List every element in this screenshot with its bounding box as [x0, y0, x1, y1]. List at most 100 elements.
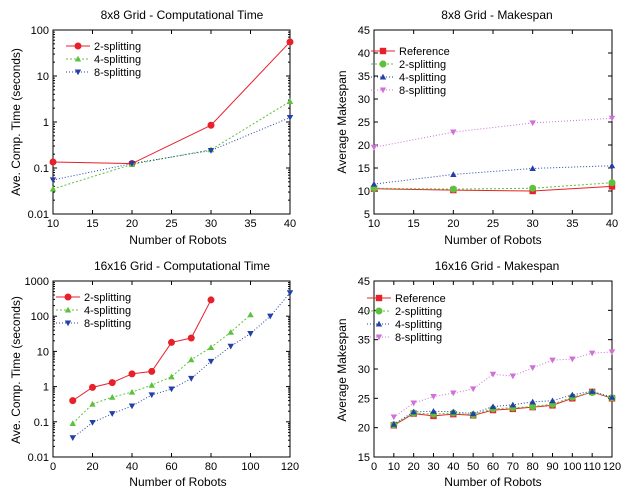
- x-tick-label: 40: [447, 461, 459, 473]
- data-point: [69, 435, 76, 442]
- y-tick-label: 1: [43, 382, 49, 394]
- x-tick-label: 40: [606, 218, 618, 230]
- data-point: [549, 397, 556, 404]
- y-tick-label: 1000: [25, 276, 49, 288]
- legend-label: Reference: [395, 293, 446, 305]
- panel-8x8-makespan: 8x8 Grid - Makespan Average Makespan Num…: [335, 8, 618, 247]
- data-point: [69, 420, 76, 426]
- data-point: [608, 349, 616, 356]
- chart-title: 16x16 Grid - Makespan: [435, 259, 560, 273]
- legend-label: 8-splitting: [84, 318, 131, 330]
- y-tick-label: 10: [358, 186, 370, 198]
- x-axis-label: Number of Robots: [444, 475, 541, 489]
- legend-label: 8-splitting: [94, 67, 141, 79]
- x-tick-label: 100: [563, 461, 581, 473]
- data-point: [370, 180, 378, 187]
- y-axis-label: Ave. Comp. Time (seconds): [9, 296, 23, 444]
- x-tick-label: 10: [388, 461, 400, 473]
- x-axis-label: Number of Robots: [444, 233, 541, 247]
- y-tick-label: 0.1: [34, 417, 49, 429]
- y-tick-label: 35: [358, 71, 370, 83]
- y-tick-label: 15: [358, 163, 370, 175]
- x-tick-label: 0: [371, 461, 377, 473]
- y-tick-label: 15: [358, 452, 370, 464]
- y-tick-label: 10: [37, 71, 49, 83]
- x-tick-label: 30: [427, 461, 439, 473]
- x-tick-label: 30: [205, 218, 217, 230]
- x-tick-label: 100: [241, 461, 259, 473]
- data-point: [227, 343, 234, 350]
- legend-marker: [379, 60, 387, 68]
- y-tick-label: 1: [43, 117, 49, 129]
- x-tick-label: 0: [50, 461, 56, 473]
- legend-marker: [64, 306, 72, 313]
- legend-marker: [64, 320, 72, 327]
- x-axis-label: Number of Robots: [129, 475, 226, 489]
- data-point: [168, 386, 175, 393]
- plot-frame: [52, 29, 291, 215]
- x-axis-label: Number of Robots: [129, 233, 226, 247]
- legend-label: 8-splitting: [395, 332, 442, 344]
- legend-marker: [379, 47, 387, 55]
- data-point: [128, 160, 136, 167]
- data-point: [569, 356, 576, 363]
- x-tick-label: 70: [507, 461, 519, 473]
- data-point: [509, 373, 517, 380]
- x-tick-label: 25: [487, 218, 499, 230]
- data-point: [286, 98, 294, 104]
- x-tick-label: 10: [47, 218, 59, 230]
- x-tick-label: 35: [566, 218, 578, 230]
- legend-marker: [375, 320, 383, 327]
- x-tick-label: 35: [244, 218, 256, 230]
- y-tick-label: 0.1: [34, 163, 49, 175]
- legend-marker: [74, 69, 82, 76]
- legend-label: 2-splitting: [395, 306, 442, 318]
- data-point: [188, 356, 195, 363]
- x-tick-label: 20: [408, 461, 420, 473]
- data-point: [89, 383, 96, 391]
- data-point: [148, 381, 155, 388]
- legend-marker: [64, 293, 72, 301]
- series-line: [393, 351, 613, 418]
- data-point: [148, 392, 155, 399]
- data-point: [370, 144, 378, 151]
- data-point: [608, 162, 616, 169]
- x-tick-label: 20: [126, 218, 138, 230]
- data-point: [430, 394, 437, 400]
- y-axis-label: Average Makespan: [335, 70, 349, 173]
- data-point: [529, 165, 536, 172]
- x-tick-label: 80: [205, 461, 217, 473]
- data-point: [207, 121, 215, 129]
- x-tick-label: 40: [126, 461, 138, 473]
- y-tick-label: 45: [358, 276, 370, 288]
- data-point: [509, 401, 517, 408]
- x-tick-label: 30: [527, 218, 539, 230]
- data-point: [469, 386, 477, 393]
- data-point: [286, 38, 294, 46]
- data-point: [168, 338, 175, 346]
- data-point: [588, 388, 596, 394]
- data-point: [89, 400, 96, 407]
- y-tick-label: 35: [358, 335, 370, 347]
- data-point: [529, 184, 537, 192]
- x-tick-label: 80: [527, 461, 539, 473]
- data-point: [450, 390, 457, 397]
- legend-label: 2-splitting: [94, 41, 141, 53]
- data-point: [168, 373, 175, 380]
- data-point: [529, 365, 536, 372]
- x-tick-label: 90: [546, 461, 558, 473]
- data-point: [148, 367, 156, 375]
- y-tick-label: 10: [37, 346, 49, 358]
- series-line: [52, 117, 291, 181]
- x-tick-label: 120: [603, 461, 621, 473]
- legend-marker: [375, 294, 383, 302]
- data-point: [286, 290, 294, 297]
- data-point: [529, 403, 537, 411]
- data-point: [286, 114, 294, 121]
- panel-16x16-makespan: 16x16 Grid - Makespan Average Makespan N…: [335, 259, 621, 489]
- data-point: [430, 408, 437, 414]
- data-point: [450, 129, 457, 136]
- y-tick-label: 20: [358, 423, 370, 435]
- data-point: [89, 420, 96, 426]
- data-point: [109, 411, 116, 417]
